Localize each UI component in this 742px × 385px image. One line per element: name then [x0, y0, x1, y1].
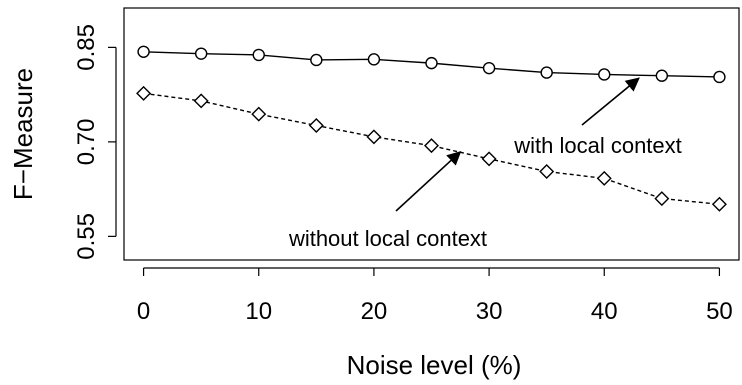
x-tick-label: 20: [361, 298, 388, 325]
data-point: [252, 48, 265, 62]
x-tick-label: 30: [476, 298, 503, 325]
data-point: [654, 191, 670, 207]
annotation-arrow: [581, 77, 640, 126]
series-1: [137, 45, 726, 84]
plot-frame: [123, 7, 740, 261]
data-point: [655, 69, 669, 82]
data-point: [713, 70, 726, 84]
data-point: [481, 151, 497, 167]
y-axis-label: F−Measure: [8, 68, 38, 200]
annotation-layer: with local context without local context: [288, 77, 682, 251]
data-point: [598, 68, 611, 81]
data-point: [367, 53, 381, 66]
series-layer: [136, 45, 727, 212]
data-point: [540, 66, 553, 79]
data-point: [596, 170, 612, 186]
data-point: [310, 53, 323, 67]
x-tick-label: 0: [137, 298, 150, 325]
x-tick-label: 10: [245, 298, 272, 325]
x-tick-label: 40: [591, 298, 618, 325]
annotation-arrow: [395, 151, 462, 212]
y-tick-label: 0.85: [73, 24, 100, 71]
x-axis-label: Noise level (%): [347, 350, 522, 380]
data-point: [251, 106, 267, 122]
data-point: [193, 93, 209, 109]
data-point: [136, 85, 152, 101]
x-tick-label: 50: [706, 298, 733, 325]
data-point: [194, 47, 208, 60]
data-point: [539, 163, 555, 179]
data-point: [308, 118, 324, 133]
y-tick-label: 0.70: [73, 119, 100, 166]
data-point: [711, 196, 727, 212]
data-point: [137, 45, 150, 58]
data-point: [424, 138, 439, 154]
data-point: [482, 61, 496, 75]
x-axis: 0 10 20 30 40 50: [137, 267, 733, 325]
series-2: [136, 85, 727, 212]
annotation-label: without local context: [288, 226, 487, 251]
data-point: [366, 129, 382, 145]
y-axis: 0.55 0.70 0.85: [73, 24, 117, 260]
data-point: [425, 56, 438, 70]
annotation-label: with local context: [513, 133, 682, 158]
y-tick-label: 0.55: [73, 213, 100, 260]
